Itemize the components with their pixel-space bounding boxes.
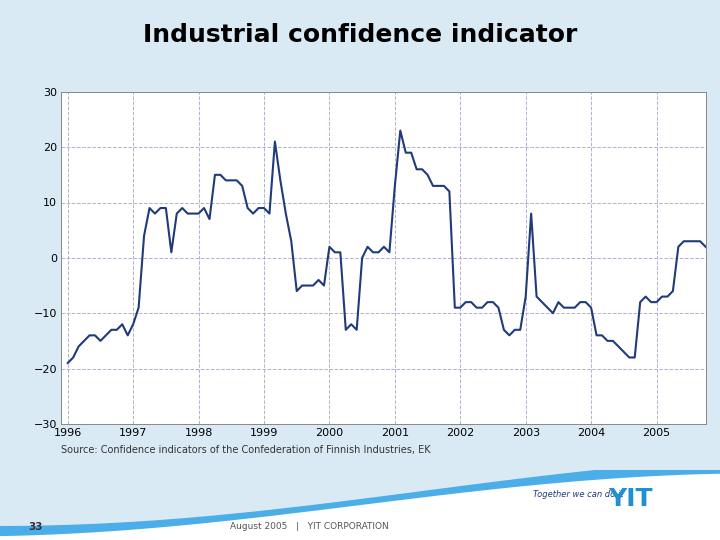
- Text: 33: 33: [29, 522, 43, 531]
- Polygon shape: [0, 470, 720, 540]
- Text: Source: Confidence indicators of the Confederation of Finnish Industries, EK: Source: Confidence indicators of the Con…: [61, 446, 431, 456]
- Polygon shape: [0, 474, 720, 540]
- Text: YIT: YIT: [608, 488, 652, 511]
- Text: Together we can do it: Together we can do it: [533, 490, 624, 498]
- Text: Industrial confidence indicator: Industrial confidence indicator: [143, 23, 577, 47]
- Text: August 2005   |   YIT CORPORATION: August 2005 | YIT CORPORATION: [230, 522, 389, 531]
